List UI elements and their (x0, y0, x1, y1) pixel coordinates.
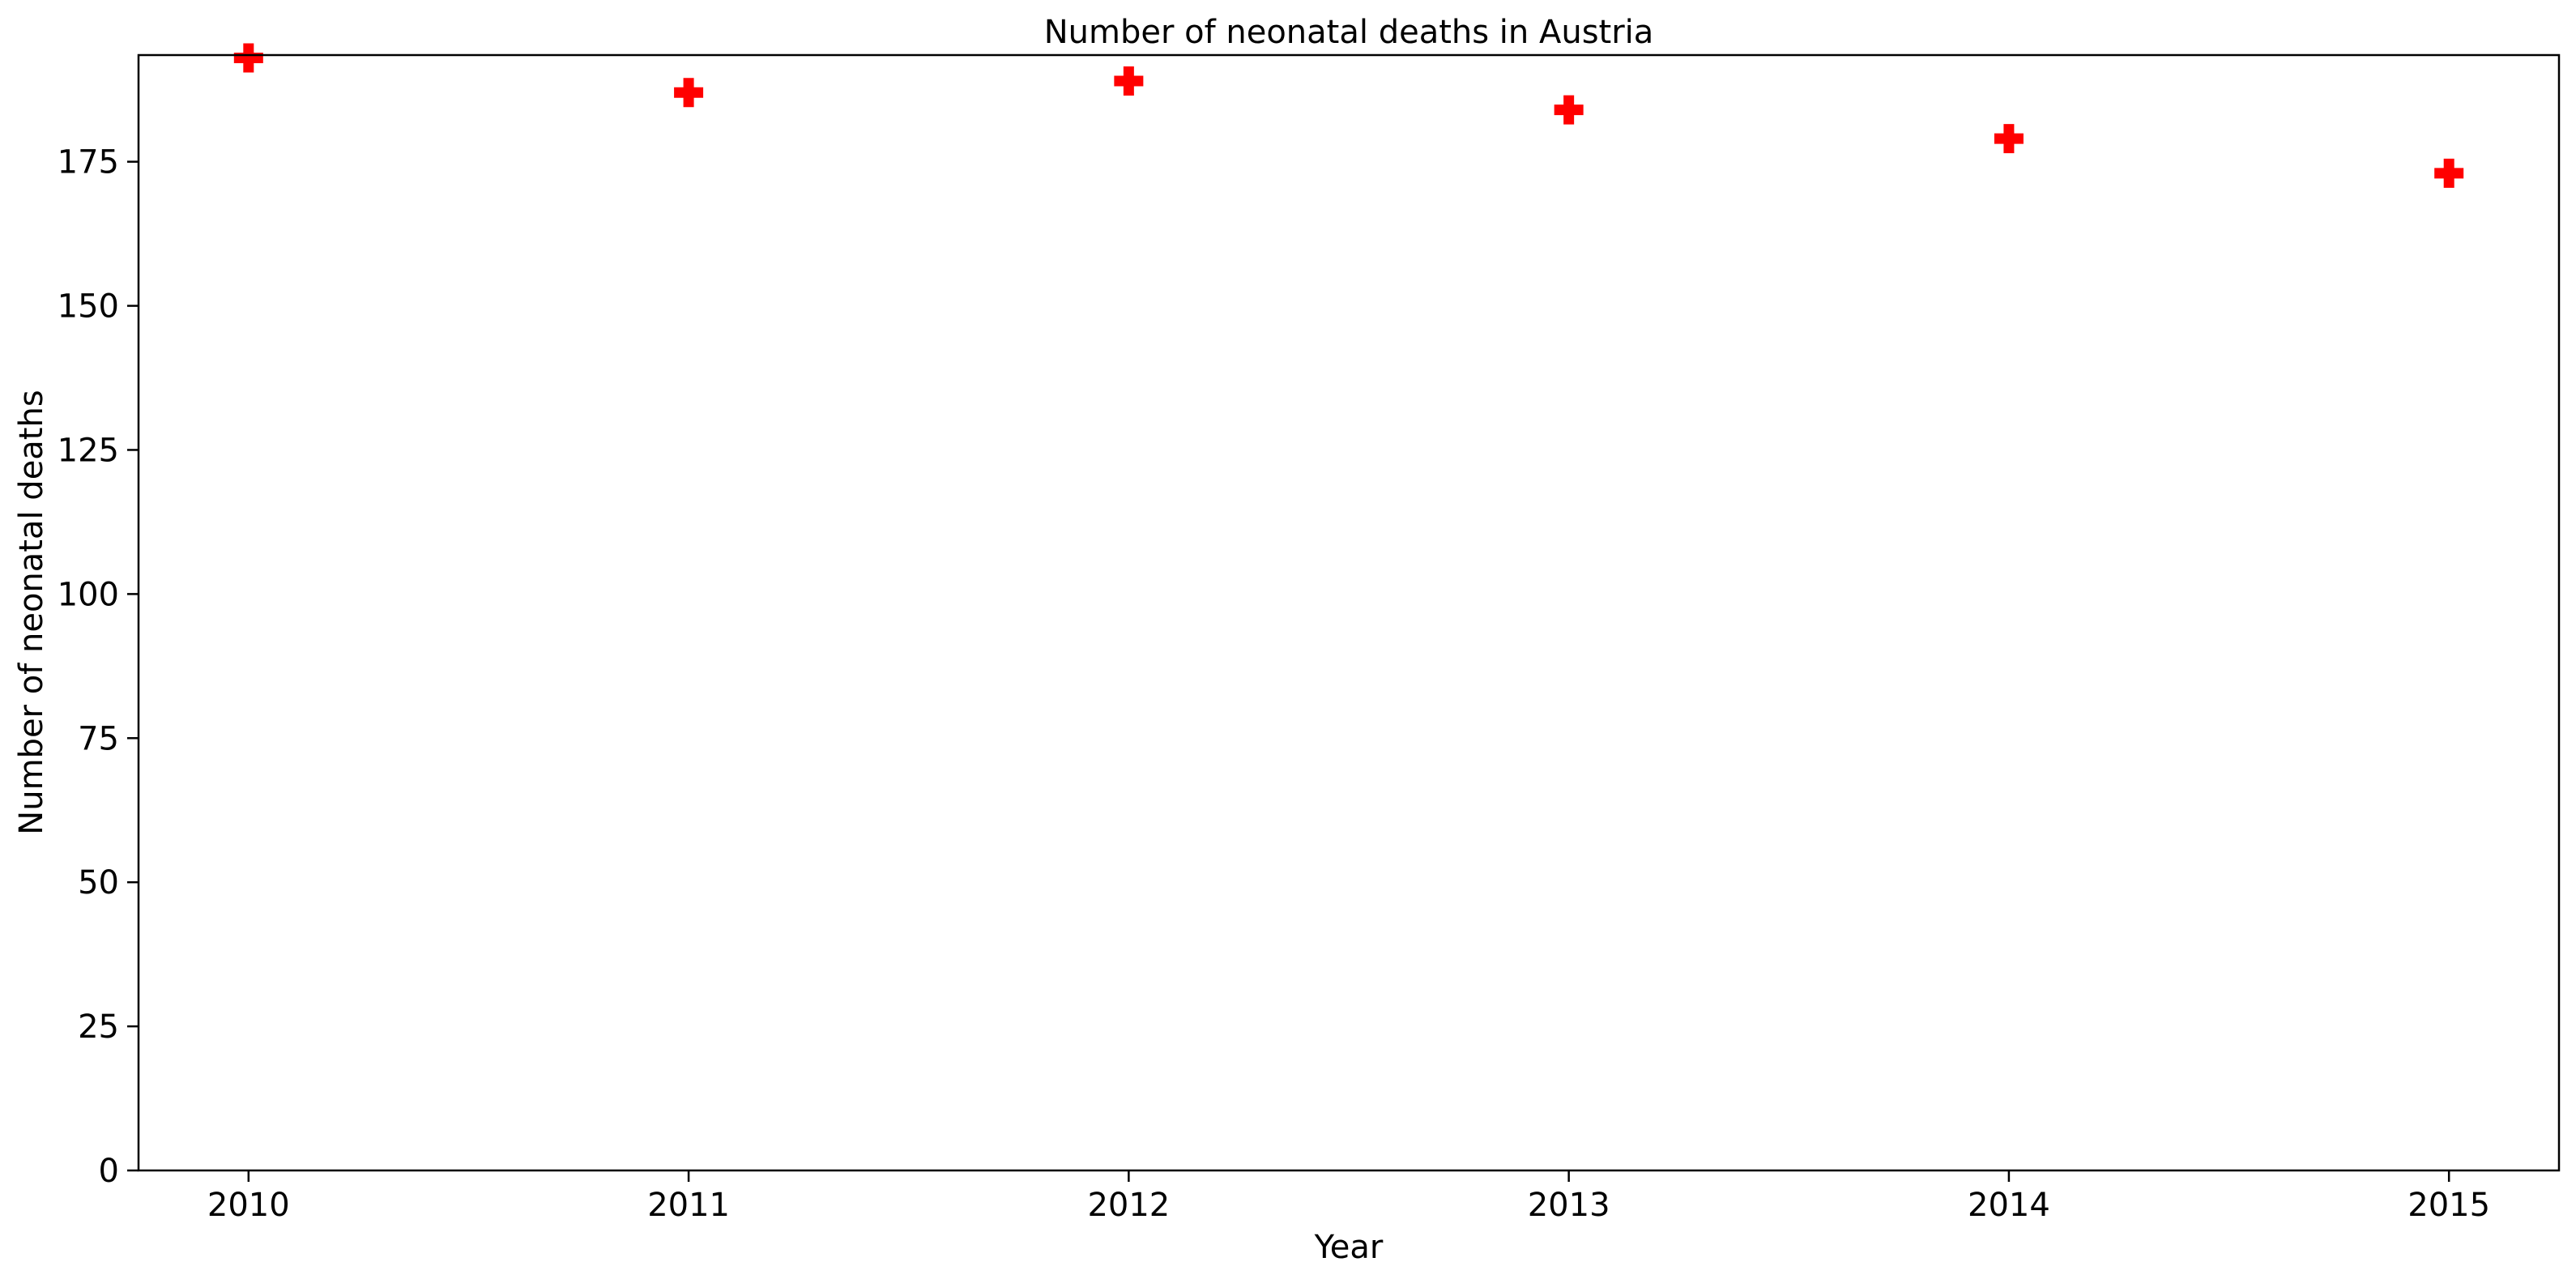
x-tick-label: 2014 (1968, 1187, 2050, 1224)
y-tick-label: 125 (58, 432, 119, 469)
plot-area: 2010 2011 2012 2013 2014 2015 0 25 50 75 100 125 15… (58, 43, 2561, 1224)
y-tick-label: 50 (78, 864, 119, 902)
x-axis-label: Year (1314, 1229, 1384, 1266)
data-point (674, 78, 704, 108)
data-points (233, 43, 2464, 188)
x-tick-label: 2011 (647, 1187, 730, 1224)
data-point (233, 43, 263, 73)
x-axis-ticks: 2010 2011 2012 2013 2014 2015 (207, 1170, 2490, 1224)
y-tick-label: 75 (78, 720, 119, 757)
x-tick-label: 2015 (2408, 1187, 2490, 1224)
axes-frame (137, 53, 2561, 1172)
data-point (1994, 124, 2024, 154)
y-tick-label: 150 (58, 288, 119, 326)
x-tick-label: 2013 (1528, 1187, 1610, 1224)
y-axis-ticks: 0 25 50 75 100 125 150 175 (58, 144, 139, 1190)
x-tick-label: 2012 (1087, 1187, 1170, 1224)
y-tick-label: 25 (78, 1008, 119, 1046)
x-tick-label: 2010 (207, 1187, 290, 1224)
y-axis-label: Number of neonatal deaths (13, 390, 50, 834)
y-tick-label: 0 (99, 1153, 119, 1190)
chart-title: Number of neonatal deaths in Austria (1044, 14, 1654, 51)
data-point (1554, 95, 1584, 125)
y-tick-label: 175 (58, 144, 119, 181)
y-tick-label: 100 (58, 576, 119, 613)
data-point (2434, 158, 2464, 188)
data-point (1114, 66, 1144, 96)
